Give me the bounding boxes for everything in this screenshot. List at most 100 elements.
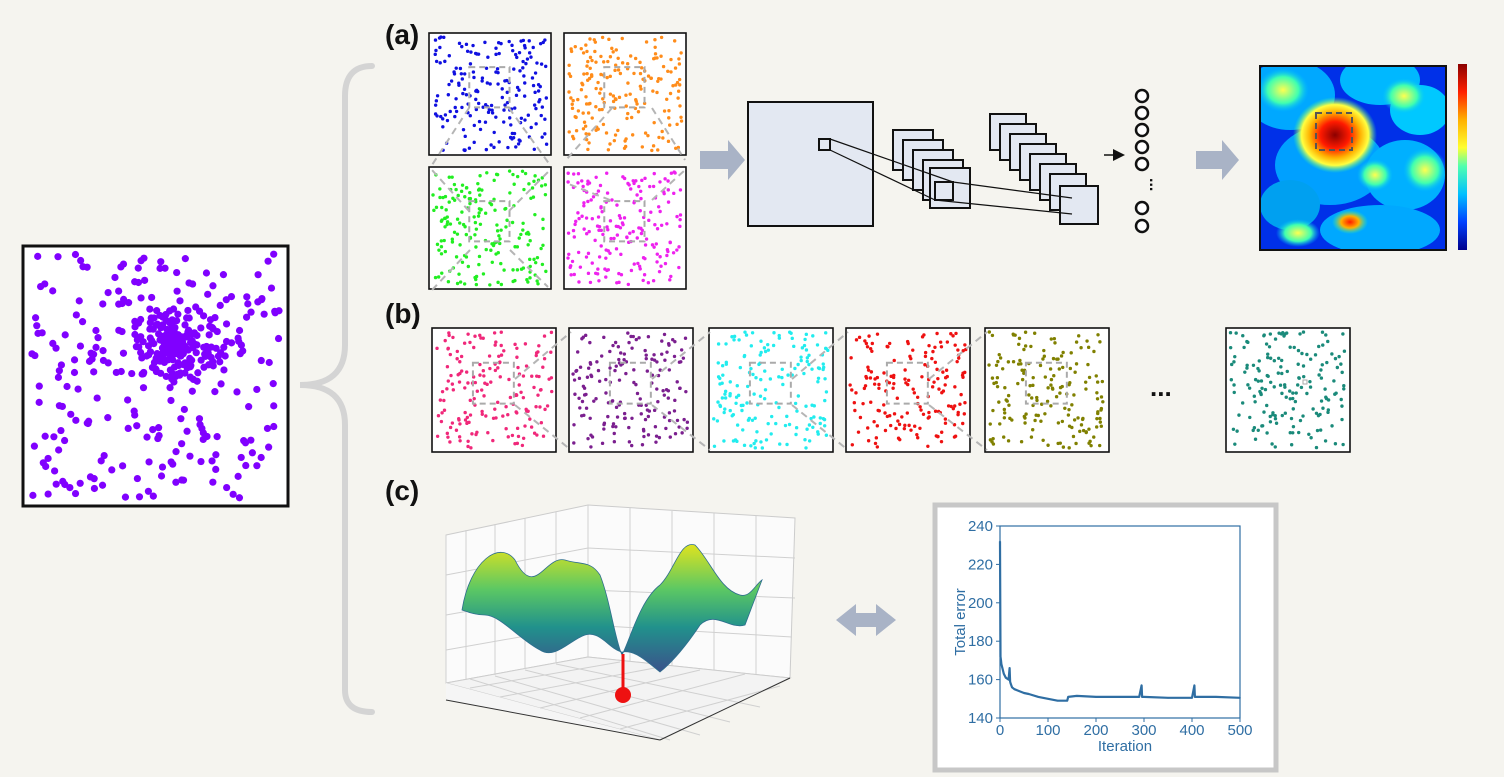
point (1273, 417, 1278, 421)
point (589, 374, 594, 379)
point (597, 279, 601, 283)
point (438, 195, 442, 200)
point (472, 345, 476, 350)
point (759, 350, 763, 355)
point (486, 110, 491, 115)
point (543, 117, 547, 121)
point (949, 332, 953, 336)
point (1079, 423, 1084, 427)
point (569, 264, 573, 268)
point (913, 424, 917, 428)
point (600, 35, 605, 40)
point (211, 388, 219, 396)
point (1317, 373, 1321, 377)
point (500, 95, 505, 100)
point (543, 407, 547, 412)
point (585, 49, 589, 54)
point (58, 402, 66, 411)
point (669, 70, 673, 74)
point (459, 72, 464, 76)
point (1299, 385, 1304, 390)
point (673, 398, 677, 403)
point (863, 384, 868, 388)
point (854, 338, 859, 342)
point (1283, 411, 1288, 415)
point (458, 66, 463, 71)
point (1229, 378, 1234, 382)
point (668, 91, 673, 96)
point (766, 348, 771, 352)
point (585, 232, 589, 236)
flow-arrow-a2 (1196, 140, 1239, 180)
point (481, 336, 485, 340)
point (1267, 345, 1272, 349)
point (454, 66, 458, 70)
point (1084, 430, 1088, 434)
point (496, 70, 500, 75)
point (889, 374, 893, 379)
point (920, 375, 924, 379)
zoom-box (608, 361, 652, 405)
point (654, 440, 658, 444)
point (1333, 392, 1337, 396)
point (625, 62, 630, 66)
point (785, 442, 789, 447)
point (445, 431, 450, 436)
point (452, 182, 457, 187)
point (1263, 387, 1268, 392)
point (515, 55, 519, 60)
point (1069, 351, 1073, 355)
point (785, 414, 789, 419)
point (858, 415, 863, 420)
point (463, 418, 468, 422)
point (505, 100, 510, 105)
point (448, 425, 453, 430)
point (896, 436, 901, 440)
point (624, 93, 628, 97)
point (624, 371, 628, 376)
point (923, 363, 927, 367)
point (577, 216, 581, 221)
point (1257, 359, 1261, 363)
point (895, 396, 900, 400)
point (630, 346, 634, 350)
data-point (1037, 696, 1040, 698)
point (263, 424, 272, 433)
point (930, 356, 934, 361)
point (478, 193, 482, 197)
point (579, 414, 584, 418)
point (777, 405, 781, 410)
point (483, 40, 487, 45)
point (1268, 332, 1273, 336)
point (676, 145, 681, 150)
seq-image-5 (984, 327, 1110, 453)
point (227, 339, 236, 347)
point (677, 62, 682, 66)
point (592, 38, 596, 42)
point (939, 439, 944, 444)
point (448, 109, 452, 114)
point (493, 208, 497, 212)
point (1264, 342, 1269, 346)
point (534, 405, 538, 409)
point (508, 116, 512, 120)
point (447, 331, 451, 335)
point (1301, 414, 1305, 418)
point (494, 46, 498, 50)
point (1228, 345, 1233, 350)
point (629, 187, 633, 191)
point (679, 119, 684, 123)
point (583, 124, 588, 128)
point (1335, 365, 1340, 370)
point (497, 140, 501, 144)
point (1278, 383, 1283, 387)
point (1041, 357, 1045, 361)
point (270, 402, 278, 410)
seq-image-3 (708, 327, 834, 453)
point (815, 343, 820, 347)
point (476, 101, 481, 106)
point (724, 342, 728, 346)
point (169, 460, 177, 468)
point (607, 37, 611, 42)
point (853, 408, 857, 413)
